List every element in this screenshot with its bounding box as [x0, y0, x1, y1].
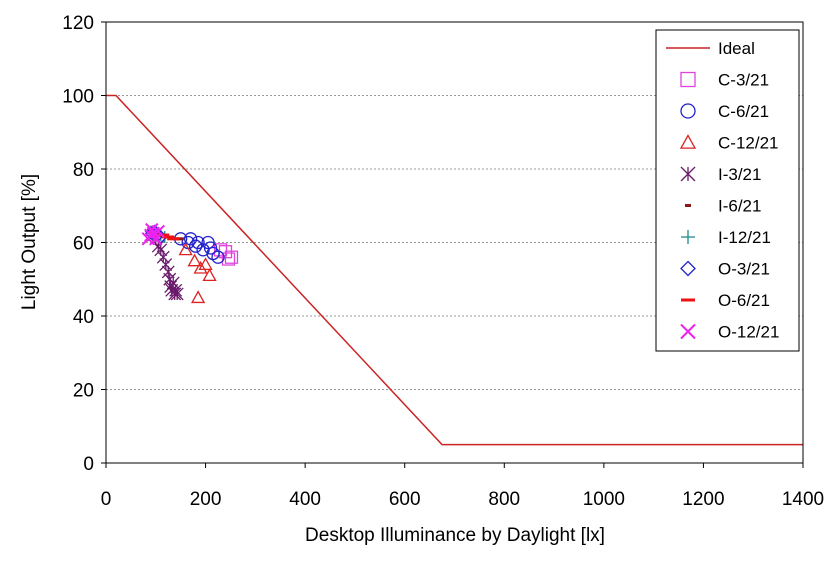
series-c-12-21: [178, 242, 217, 304]
x-tick-label: 600: [389, 489, 421, 510]
legend-label: C-6/21: [718, 102, 769, 121]
marker-triangle: [202, 268, 217, 282]
marker-circle: [183, 232, 198, 246]
marker-square: [680, 71, 696, 88]
marker-x: [145, 222, 159, 237]
y-axis-label: Light Output [%]: [19, 174, 40, 310]
legend-item: I-12/21: [681, 228, 771, 247]
series-c-6-21: [174, 232, 225, 264]
y-tick-label: 40: [73, 307, 94, 328]
legend-label: C-12/21: [718, 134, 778, 153]
legend-label: O-3/21: [718, 260, 770, 279]
y-tick-label: 60: [73, 234, 94, 255]
ideal-line: [106, 94, 803, 446]
legend-item: C-12/21: [679, 134, 778, 153]
marker-square: [224, 250, 239, 264]
marker-asterisk: [169, 283, 183, 297]
marker-circle: [680, 103, 696, 119]
legend: Ideal C-3/21 C-6/21 C-12/21 I-3/21 I-6/21 I-12…: [655, 29, 800, 352]
legend-label: O-12/21: [718, 323, 779, 342]
series-ideal: [106, 94, 803, 446]
legend-label: I-3/21: [718, 165, 761, 184]
marker-asterisk: [680, 166, 696, 182]
marker-circle: [203, 241, 218, 255]
legend-item: Ideal: [666, 39, 755, 58]
marker-plus: [681, 230, 695, 244]
marker-triangle: [190, 290, 206, 304]
x-tick-label: 800: [488, 489, 520, 510]
legend-item: C-3/21: [680, 71, 769, 90]
legend-label: C-3/21: [718, 71, 769, 90]
legend-item: I-3/21: [680, 165, 761, 184]
y-tick-label: 120: [62, 13, 94, 34]
marker-x: [680, 323, 696, 340]
legend-item: C-6/21: [680, 102, 769, 121]
y-tick-label: 80: [73, 160, 94, 181]
x-tick-label: 1400: [782, 489, 824, 510]
x-tick-label: 400: [289, 489, 321, 510]
marker-triangle: [178, 242, 193, 256]
marker-x: [149, 232, 163, 246]
legend-item: O-3/21: [680, 260, 770, 279]
series-o-12-21: [141, 222, 165, 246]
marker-square: [221, 252, 236, 266]
legend-item: I-6/21: [685, 197, 761, 216]
marker-triangle: [198, 257, 213, 271]
legend-item: O-6/21: [681, 291, 770, 310]
legend-label: Ideal: [718, 39, 755, 58]
legend-label: O-6/21: [718, 291, 770, 310]
marker-circle: [188, 239, 203, 253]
marker-square: [213, 243, 228, 257]
x-axis-label: Desktop Illuminance by Daylight [lx]: [305, 525, 605, 546]
plot-frame: [105, 21, 804, 464]
marker-triangle: [187, 253, 202, 267]
series-c-3-21: [213, 243, 239, 266]
marker-diamond: [680, 260, 696, 277]
x-tick-label: 1200: [682, 489, 724, 510]
y-tick-label: 20: [73, 381, 94, 402]
x-tick-label: 200: [190, 489, 222, 510]
legend-label: I-12/21: [718, 228, 771, 247]
legend-label: I-6/21: [718, 197, 761, 216]
marker-circle: [191, 235, 205, 250]
plot-area: [106, 94, 803, 446]
marker-asterisk: [170, 287, 184, 301]
legend-box: [655, 29, 800, 352]
y-tick-label: 100: [62, 87, 94, 108]
marker-triangle: [193, 260, 208, 274]
x-tick-label: 0: [101, 489, 112, 510]
legend-item: O-12/21: [680, 323, 779, 342]
marker-circle: [211, 250, 225, 264]
marker-triangle: [679, 134, 697, 149]
x-tick-label: 1000: [583, 489, 625, 510]
y-tick-label: 0: [83, 454, 94, 475]
